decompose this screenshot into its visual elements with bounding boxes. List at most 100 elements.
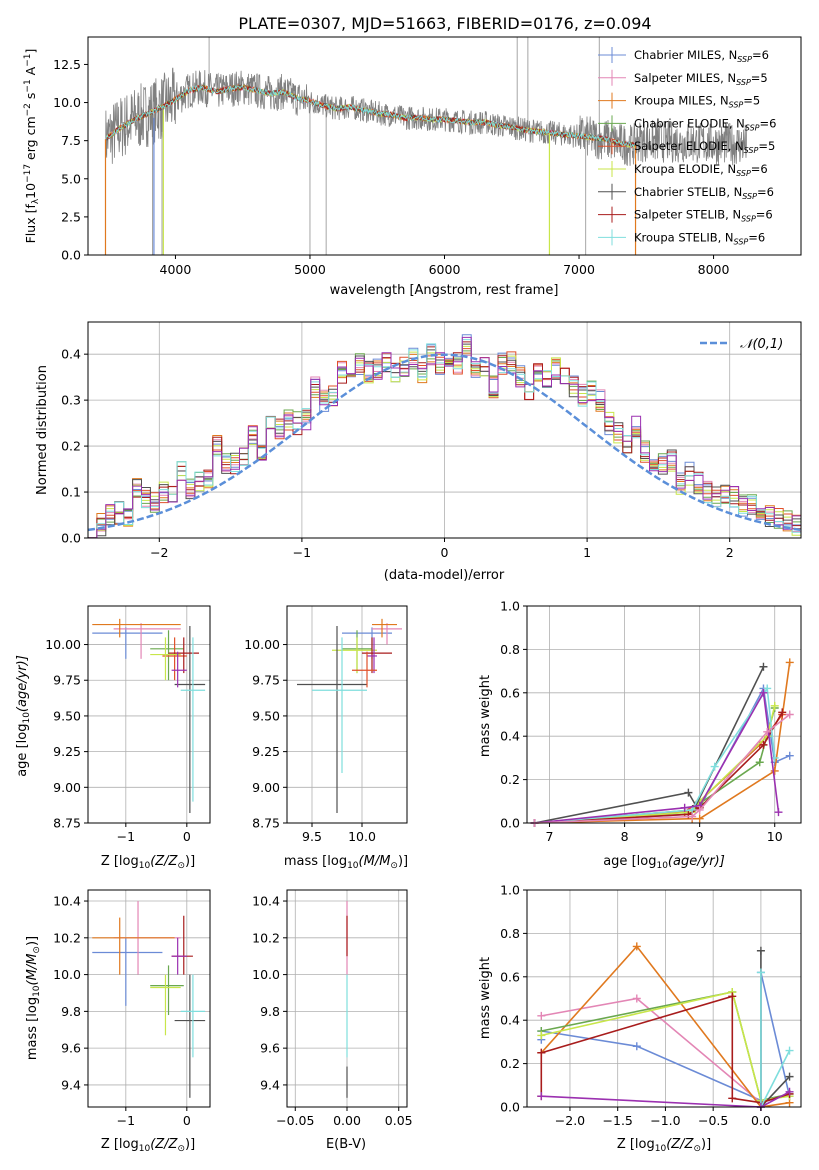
mass-vs-Z-panel: −1 0 9.4 9.6 9.8 10.0 10.2 10.4 (53, 889, 211, 1128)
mwAge-xtick-label: 9 (696, 829, 704, 844)
massZ-xtick-label: 0 (183, 1113, 191, 1128)
ageZ-ytick-label: 9.75 (53, 673, 81, 688)
spectrum-xtick-label: 4000 (160, 262, 192, 277)
legend-entry-label: Chabrier MILES, NSSP=6 (634, 48, 769, 64)
massZ-ylabel: mass [log10(M/M⊙)] (25, 936, 42, 1060)
ageZ-xtick-label: −1 (117, 829, 135, 844)
series-marker (537, 1048, 546, 1057)
mwZ-xtick-label: 0.0 (751, 1113, 771, 1128)
legend-entry-label: Chabrier STELIB, NSSP=6 (634, 185, 774, 201)
ageMass-ytick-label: 9.00 (252, 780, 280, 795)
massZ-xtick-label: −1 (117, 1113, 135, 1128)
series-marker (680, 803, 689, 812)
age-vs-mass-panel: 9.5 10.0 8.75 9.00 9.25 9.50 9.75 10.00 (244, 605, 408, 844)
mwAge-ylabel: mass weight (478, 675, 493, 757)
legend-entry-label: Kroupa MILES, NSSP=5 (634, 94, 760, 110)
massZ-xlabel: Z [log10(Z/Z⊙)] (101, 1137, 195, 1154)
figure-title: PLATE=0307, MJD=51663, FIBERID=0176, z=0… (238, 14, 651, 33)
series-marker (785, 658, 794, 667)
massweight-vs-Z-panel: −2.0 −1.5 −1.0 −0.5 0.0 0.0 0.2 0.4 0.6 0.8 1.0 (500, 883, 802, 1128)
series-line (540, 945, 790, 1108)
series-marker (774, 808, 783, 817)
series-marker (632, 1042, 641, 1051)
mwAge-ytick-label: 0.0 (500, 816, 520, 831)
series-line (534, 686, 776, 824)
series-marker (695, 814, 704, 823)
series-marker (785, 710, 794, 719)
residual-xtick-label: 0 (441, 545, 449, 560)
mwZ-ytick-label: 0.2 (500, 1056, 520, 1071)
residual-xtick-label: 2 (726, 545, 734, 560)
massEBV-ytick-label: 10.4 (252, 894, 280, 909)
series-marker (770, 766, 779, 775)
gaussian-legend-label: 𝒩(0,1) (740, 337, 783, 352)
series-marker (785, 1046, 794, 1055)
ageZ-ytick-label: 8.75 (53, 816, 81, 831)
spectrum-legend: Chabrier MILES, NSSP=6 Salpeter MILES, NS… (598, 47, 776, 246)
series-line (540, 995, 790, 1104)
residual-panel: −2 −1 0 1 2 0.0 0.1 0.2 0.3 0.4 (data-model)/erro… (35, 321, 802, 583)
series-marker (537, 1011, 546, 1020)
ageZ-xlabel: Z [log10(Z/Z⊙)] (101, 854, 195, 871)
ageMass-ytick-label: 9.75 (252, 673, 280, 688)
residual-histogram-step (88, 336, 801, 538)
mwAge-ytick-label: 0.2 (500, 772, 520, 787)
series-marker (759, 740, 768, 749)
ageMass-xtick-label: 9.5 (302, 829, 322, 844)
massEBV-xtick-label: 0.00 (333, 1113, 361, 1128)
residual-xtick-label: −1 (293, 545, 311, 560)
residual-histogram-step (88, 341, 801, 538)
series-marker (770, 701, 779, 710)
spectrum-ytick-label: 7.5 (61, 133, 81, 148)
residual-ytick-label: 0.0 (61, 531, 81, 546)
legend-entry-label: Salpeter MILES, NSSP=5 (634, 71, 768, 87)
residual-ytick-label: 0.2 (61, 439, 81, 454)
massEBV-ytick-label: 9.6 (260, 1041, 280, 1056)
mwZ-xtick-label: −1.5 (603, 1113, 633, 1128)
mwZ-axes-frame (526, 889, 802, 1108)
mwZ-ylabel: mass weight (478, 957, 493, 1039)
series-marker (763, 684, 772, 693)
spectrum-xtick-label: 7000 (563, 262, 595, 277)
series-marker (785, 751, 794, 760)
observed-spectrum-line (105, 67, 748, 173)
ageMass-ytick-label: 9.25 (252, 744, 280, 759)
massZ-ytick-label: 9.8 (61, 1004, 81, 1019)
ageMass-xlabel: mass [log10(M/M⊙)] (284, 854, 408, 871)
ageZ-ytick-label: 9.00 (53, 780, 81, 795)
series-marker (632, 942, 641, 951)
series-marker (756, 968, 765, 977)
ageZ-ylabel: age [log10(age/yr)] (15, 655, 32, 777)
legend-entry-label: Kroupa ELODIE, NSSP=6 (634, 162, 768, 178)
mwAge-ytick-label: 0.6 (500, 685, 520, 700)
residual-ylabel: Normed distribution (35, 365, 50, 495)
ageZ-ytick-label: 10.00 (45, 637, 81, 652)
series-marker (537, 1092, 546, 1101)
legend-entry-label: Salpeter STELIB, NSSP=6 (634, 208, 773, 224)
mwZ-ytick-label: 0.6 (500, 969, 520, 984)
residual-ytick-label: 0.1 (61, 485, 81, 500)
massZ-ytick-label: 10.4 (53, 894, 81, 909)
spectrum-xlabel: wavelength [Angstrom, rest frame] (330, 283, 559, 298)
series-marker (684, 788, 693, 797)
mwZ-xtick-label: −2.0 (555, 1113, 585, 1128)
massZ-ytick-label: 10.0 (53, 967, 81, 982)
ageMass-xtick-label: 10.0 (348, 829, 376, 844)
mwAge-xtick-label: 7 (546, 829, 554, 844)
series-marker (537, 1031, 546, 1040)
massEBV-xtick-label: −0.05 (276, 1113, 314, 1128)
legend-entry-label: Salpeter ELODIE, NSSP=5 (634, 139, 775, 155)
massZ-axes-frame (87, 889, 211, 1108)
ageZ-xtick-label: 0 (183, 829, 191, 844)
age-vs-Z-panel: −1 0 8.75 9.00 9.25 9.50 9.75 10.00 (45, 605, 211, 844)
series-marker (688, 812, 697, 821)
ageMass-ytick-label: 9.50 (252, 708, 280, 723)
massZ-ytick-label: 10.2 (53, 930, 81, 945)
spectrum-ytick-label: 0.0 (61, 248, 81, 263)
series-marker (759, 662, 768, 671)
mwZ-ytick-label: 1.0 (500, 883, 520, 898)
mwAge-axes-frame (526, 605, 802, 824)
series-marker (785, 1087, 794, 1096)
series-line (534, 711, 783, 824)
